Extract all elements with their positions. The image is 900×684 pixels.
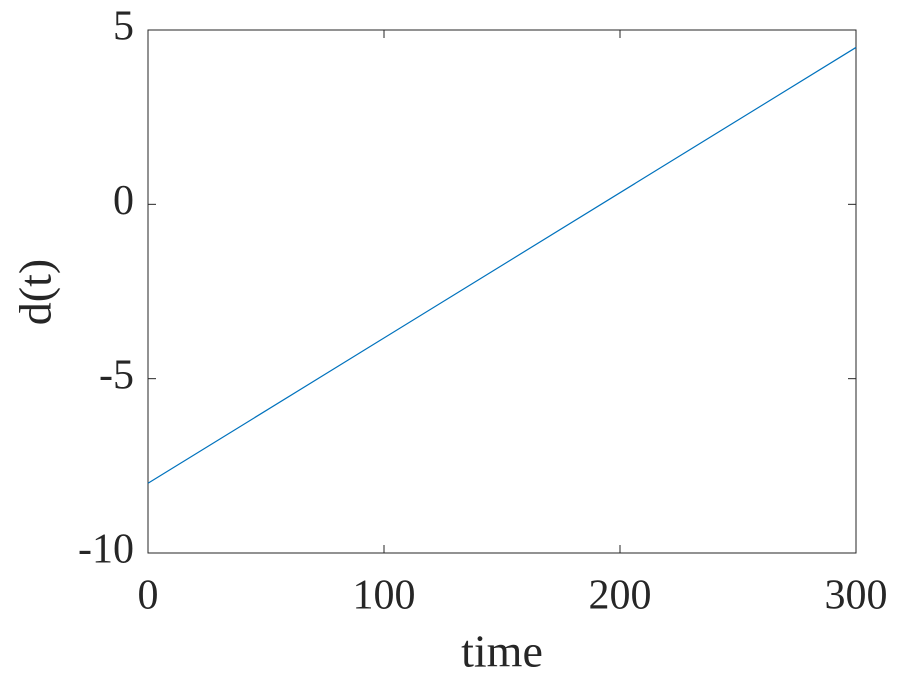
x-axis-label: time (461, 626, 543, 677)
y-axis-label: d(t) (10, 259, 61, 325)
y-tick-label: -10 (78, 527, 134, 573)
plot-frame (147, 29, 857, 554)
y-tick-label: 5 (113, 4, 134, 50)
y-tick-label: 0 (113, 178, 134, 224)
x-tick-label: 0 (138, 573, 159, 619)
y-tick-label: -5 (99, 352, 134, 398)
x-tick-label: 300 (825, 573, 888, 619)
x-tick-label: 200 (589, 573, 652, 619)
data-line (147, 46, 857, 484)
x-tick-label: 100 (353, 573, 416, 619)
